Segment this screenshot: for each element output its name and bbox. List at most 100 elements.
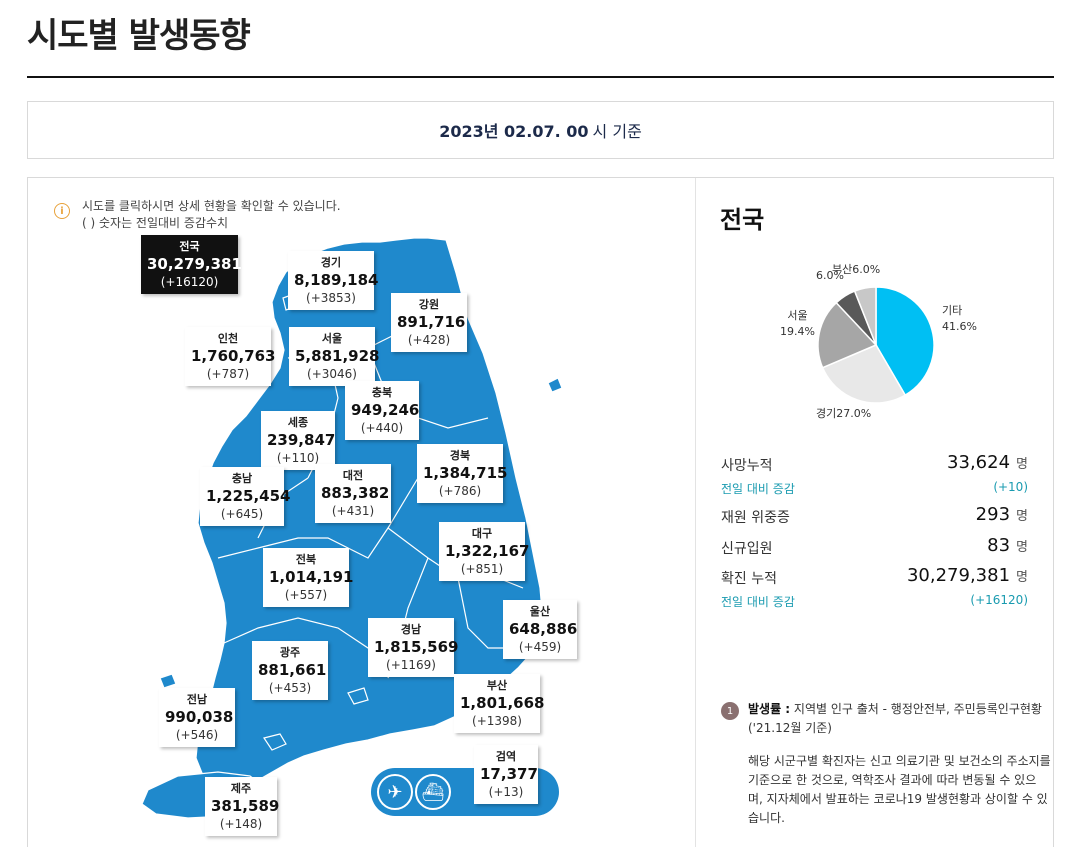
region-seoul[interactable]: 서울 5,881,928 (+3046) (289, 327, 380, 386)
region-gyeongbuk[interactable]: 경북 1,384,715 (+786) (417, 444, 508, 503)
footnote: 1 발생률 : 지역별 인구 출처 - 행정안전부, 주민등록인구현황 ('21… (721, 700, 1051, 828)
pie-chart (817, 286, 935, 404)
pie-label-gyeonggi: 경기27.0% (816, 407, 872, 420)
region-delta: (+110) (276, 451, 320, 465)
stat-sub-label: 전일 대비 증감 (721, 482, 795, 496)
date-value: 2023년 02.07. 00 (439, 122, 589, 141)
pie-label-etc: 기타 41.6% (942, 304, 977, 333)
region-jeonnam[interactable]: 전남 990,038 (+546) (159, 688, 235, 747)
region-jeju[interactable]: 제주 381,589 (+148) (205, 777, 280, 836)
region-count: 5,881,928 (295, 347, 380, 365)
stat-label: 확진 누적 (721, 571, 777, 587)
region-delta: (+431) (331, 504, 375, 518)
footnote-number: 1 (721, 702, 739, 720)
ship-icon[interactable]: ⛴ (415, 774, 451, 810)
title-divider (27, 76, 1054, 78)
map-island-2 (263, 733, 287, 751)
region-name: 경기 (320, 256, 342, 269)
region-daegu[interactable]: 대구 1,322,167 (+851) (439, 522, 530, 581)
region-gyeongnam[interactable]: 경남 1,815,569 (+1169) (368, 618, 458, 677)
stat-sub-value: (+16120) (970, 593, 1028, 607)
region-gyeonggi[interactable]: 경기 8,189,184 (+3853) (288, 251, 379, 310)
date-banner: 2023년 02.07. 00 시 기준 (27, 101, 1054, 159)
pie-slice-4 (853, 286, 877, 346)
region-delta: (+13) (488, 785, 524, 799)
notice-line-2: ( ) 숫자는 전일대비 증감수치 (82, 216, 229, 230)
region-count: 17,377 (480, 765, 538, 783)
region-incheon[interactable]: 인천 1,760,763 (+787) (185, 327, 276, 386)
region-count: 881,661 (258, 661, 327, 679)
pie-label-other-6: 6.0% (816, 269, 844, 282)
region-delta: (+453) (268, 681, 312, 695)
region-name: 전남 (186, 693, 208, 706)
region-count: 1,014,191 (269, 568, 354, 586)
region-name: 전북 (295, 553, 317, 566)
region-count: 1,760,763 (191, 347, 276, 365)
region-gangwon[interactable]: 강원 891,716 (+428) (391, 293, 467, 352)
region-delta: (+3046) (307, 367, 357, 381)
region-name: 대구 (471, 527, 493, 540)
region-name: 충남 (231, 472, 253, 485)
region-name: 검역 (495, 750, 517, 763)
region-chungnam[interactable]: 충남 1,225,454 (+645) (200, 467, 291, 526)
transport-bar: ✈ ⛴ (371, 768, 559, 816)
region-sejong[interactable]: 세종 239,847 (+110) (261, 411, 335, 470)
region-busan[interactable]: 부산 1,801,668 (+1398) (454, 674, 545, 733)
stat-sub-label: 전일 대비 증감 (721, 595, 795, 609)
region-count: 949,246 (351, 401, 420, 419)
region-delta: (+1398) (472, 714, 522, 728)
region-delta: (+459) (518, 640, 562, 654)
date-suffix: 시 기준 (592, 122, 642, 141)
region-delta: (+851) (460, 562, 504, 576)
notice: i 시도를 클릭하시면 상세 현황을 확인할 수 있습니다. ( ) 숫자는 전… (54, 198, 341, 232)
region-delta: (+440) (360, 421, 404, 435)
region-name: 경남 (400, 623, 422, 636)
region-delta: (+787) (206, 367, 250, 381)
stat-value: 83 명 (987, 535, 1028, 556)
region-delta: (+1169) (386, 658, 436, 672)
region-name: 세종 (287, 416, 309, 429)
region-count: 8,189,184 (294, 271, 379, 289)
region-daejeon[interactable]: 대전 883,382 (+431) (315, 464, 391, 523)
pie-slice-0 (875, 286, 935, 397)
panel-title: 전국 (720, 206, 765, 234)
region-gwangju[interactable]: 광주 881,661 (+453) (252, 641, 328, 700)
pie-label-busan: 부산6.0% (832, 263, 881, 276)
footnote-body: 해당 시군구별 확진자는 신고 의료기관 및 보건소의 주소지를 기준으로 한 … (748, 754, 1051, 825)
region-count: 381,589 (211, 797, 280, 815)
stat-value: 293 명 (975, 504, 1028, 525)
region-count: 1,225,454 (206, 487, 291, 505)
stat-label: 사망누적 (721, 458, 773, 474)
stat-value: 30,279,381 명 (906, 565, 1028, 586)
pie-label-seoul: 서울 19.4% (780, 309, 815, 338)
stat-label: 신규입원 (721, 541, 773, 557)
notice-line-1: 시도를 클릭하시면 상세 현황을 확인할 수 있습니다. (82, 199, 341, 213)
panel-divider (695, 178, 696, 847)
region-ulsan[interactable]: 울산 648,886 (+459) (503, 600, 577, 659)
region-quarantine[interactable]: 검역 17,377 (+13) (474, 745, 538, 804)
stat-label: 재원 위중증 (721, 510, 790, 526)
region-count: 891,716 (397, 313, 466, 331)
region-count: 990,038 (165, 708, 234, 726)
airplane-icon[interactable]: ✈ (377, 774, 413, 810)
region-name: 전국 (179, 240, 200, 253)
region-delta: (+148) (219, 817, 263, 831)
region-delta: (+786) (438, 484, 482, 498)
pie-slice-2 (817, 301, 878, 369)
region-count: 1,801,668 (460, 694, 545, 712)
region-count: 1,384,715 (423, 464, 508, 482)
region-delta: (+557) (284, 588, 328, 602)
region-chungbuk[interactable]: 충북 949,246 (+440) (345, 381, 419, 440)
region-name: 제주 (230, 782, 252, 795)
region-national[interactable]: 전국 30,279,381 (+16120) (141, 235, 242, 294)
region-count: 1,322,167 (445, 542, 530, 560)
region-count: 30,279,381 (147, 255, 242, 273)
map-island-5 (547, 377, 563, 393)
region-jeonbuk[interactable]: 전북 1,014,191 (+557) (263, 548, 354, 607)
region-name: 인천 (217, 332, 239, 345)
page-title: 시도별 발생동향 (27, 16, 251, 56)
region-name: 충북 (371, 386, 393, 399)
region-delta: (+546) (175, 728, 219, 742)
region-delta: (+645) (220, 507, 264, 521)
region-name: 울산 (529, 605, 551, 618)
